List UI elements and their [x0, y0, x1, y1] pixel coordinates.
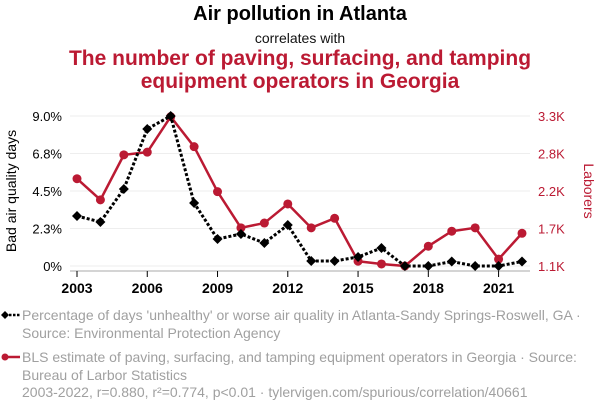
data-point-air-quality: [259, 238, 270, 248]
data-point-air-quality: [235, 229, 246, 239]
legend-marker-dotted-diamond-icon: [1, 311, 20, 319]
data-point-operators: [306, 223, 316, 233]
data-point-air-quality: [376, 243, 387, 253]
data-point-operators: [259, 218, 269, 228]
axes: 0% 2.3% 4.5% 6.8% 9.0% 1.1K 1.7K 2.2K 2.8K 3.3K 20…: [32, 109, 565, 296]
line-chart: 0% 2.3% 4.5% 6.8% 9.0% 1.1K 1.7K 2.2K 2.8K 3.3K 20…: [3, 109, 597, 296]
series-line-operators: [76, 115, 523, 268]
x-tick-label: 2015: [342, 280, 373, 296]
x-tick-label: 2012: [272, 280, 303, 296]
data-point-air-quality: [282, 220, 293, 230]
y-axis-label-right: Laborers: [581, 163, 597, 218]
data-point-operators: [470, 223, 480, 233]
legend-item-air-quality: Percentage of days 'unhealthy' or worse …: [0, 306, 600, 342]
data-point-air-quality: [95, 217, 106, 227]
data-point-air-quality: [446, 256, 457, 267]
data-point-operators: [330, 213, 340, 223]
data-point-air-quality: [142, 124, 153, 134]
y-tick-label-left: 0%: [43, 259, 62, 274]
chart-title: Air pollution in Atlanta: [193, 3, 407, 25]
y-tick-label-right: 1.1K: [538, 259, 565, 274]
series-group: [72, 111, 527, 271]
gridlines: [70, 115, 530, 267]
data-point-operators: [95, 195, 105, 205]
y-tick-label-left: 6.8%: [32, 147, 62, 162]
chart-subtitle: correlates with: [254, 30, 346, 46]
legend-item-operators: BLS estimate of paving, surfacing, and t…: [0, 348, 600, 384]
data-point-air-quality: [189, 198, 200, 208]
data-point-air-quality: [517, 256, 527, 267]
data-point-operators: [189, 142, 199, 152]
data-point-air-quality: [306, 256, 317, 266]
correlation-footer: 2003-2022, r=0.880, r²=0.774, p<0.01 · t…: [22, 384, 528, 400]
data-point-operators: [376, 259, 386, 269]
x-tick-label: 2021: [483, 280, 514, 296]
legend-marker-line-circle-icon: [1, 353, 20, 361]
data-point-operators: [283, 199, 293, 209]
data-point-operators: [494, 254, 504, 264]
data-point-air-quality: [493, 261, 504, 271]
data-point-air-quality: [72, 211, 82, 221]
data-point-air-quality: [399, 261, 410, 271]
legend-label-air-quality: Percentage of days 'unhealthy' or worse …: [22, 307, 581, 341]
chart-title-secondary: The number of paving, surfacing, and tam…: [68, 47, 532, 93]
data-point-air-quality: [423, 261, 434, 271]
x-tick-label: 2006: [132, 280, 163, 296]
legend: Percentage of days 'unhealthy' or worse …: [0, 306, 600, 390]
y-tick-label-left: 2.3%: [32, 222, 62, 237]
data-point-operators: [119, 150, 129, 160]
data-point-operators: [447, 226, 457, 236]
data-point-operators: [213, 187, 223, 197]
data-point-air-quality: [353, 252, 364, 262]
data-point-operators: [142, 147, 152, 157]
y-tick-label-left: 4.5%: [32, 184, 62, 199]
data-point-operators: [236, 223, 246, 233]
y-tick-label-right: 1.7K: [538, 222, 565, 237]
data-point-air-quality: [470, 261, 481, 271]
y-tick-label-right: 2.2K: [538, 184, 565, 199]
y-axis-label-left: Bad air quality days: [3, 130, 19, 252]
data-point-air-quality: [165, 111, 176, 121]
x-tick-label: 2003: [61, 280, 92, 296]
data-point-air-quality: [118, 184, 129, 194]
legend-label-operators: BLS estimate of paving, surfacing, and t…: [22, 349, 577, 383]
data-point-air-quality: [329, 256, 340, 266]
x-tick-label: 2018: [413, 280, 444, 296]
x-tick-label: 2009: [202, 280, 233, 296]
y-tick-label-right: 2.8K: [538, 147, 565, 162]
data-point-operators: [517, 228, 527, 238]
y-tick-label-left: 9.0%: [32, 109, 62, 124]
data-point-operators: [423, 241, 433, 251]
data-point-air-quality: [212, 234, 223, 244]
data-point-operators: [72, 174, 82, 184]
y-tick-label-right: 3.3K: [538, 109, 565, 124]
